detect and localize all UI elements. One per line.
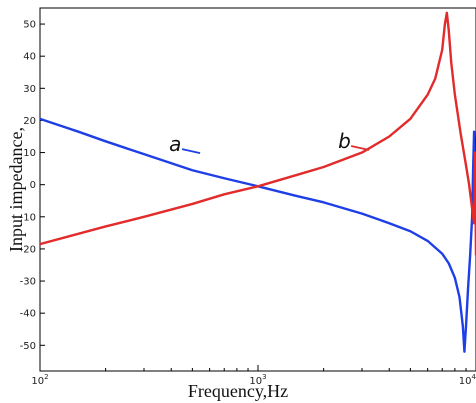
series-a-line: [40, 117, 476, 353]
y-tick-label: 20: [23, 116, 36, 127]
annotation-b-label: b: [338, 129, 351, 153]
y-tick-label: -20: [20, 244, 36, 255]
x-tick-label: 102: [31, 373, 48, 387]
y-tick-label: -50: [20, 341, 36, 352]
annotation-b-leader: [350, 145, 370, 151]
y-tick-label: 40: [23, 52, 36, 63]
y-tick-label: 0: [30, 180, 36, 191]
x-tick-exponent: 2: [44, 373, 48, 381]
x-tick-base: 10: [249, 376, 262, 387]
x-tick-label: 104: [459, 373, 476, 387]
y-tick-label: -40: [20, 309, 36, 320]
y-tick-label: -10: [20, 212, 36, 223]
y-tick-label: 50: [23, 20, 36, 31]
annotation-a-leader: [181, 148, 201, 155]
series-layer: [40, 11, 476, 353]
y-axis: 50 40 30 20 10 0 -10 -20 -30 -40 -50: [20, 20, 45, 352]
series-b-line: [40, 11, 476, 256]
plot-frame: [39, 7, 476, 372]
x-axis: 102 103 104: [31, 365, 476, 387]
y-tick-label: -30: [20, 277, 36, 288]
x-tick-exponent: 3: [262, 373, 266, 381]
x-tick-base: 10: [31, 376, 44, 387]
y-axis-title: Input impedance,: [6, 127, 26, 252]
x-axis-title: Frequency,Hz: [188, 381, 288, 401]
y-tick-label: 30: [23, 84, 36, 95]
plot-area: [39, 7, 476, 372]
y-tick-label: 10: [23, 148, 36, 159]
x-tick-exponent: 4: [472, 373, 476, 381]
annotation-a-label: a: [169, 132, 181, 156]
x-tick-base: 10: [459, 376, 472, 387]
x-tick-label: 103: [249, 373, 266, 387]
